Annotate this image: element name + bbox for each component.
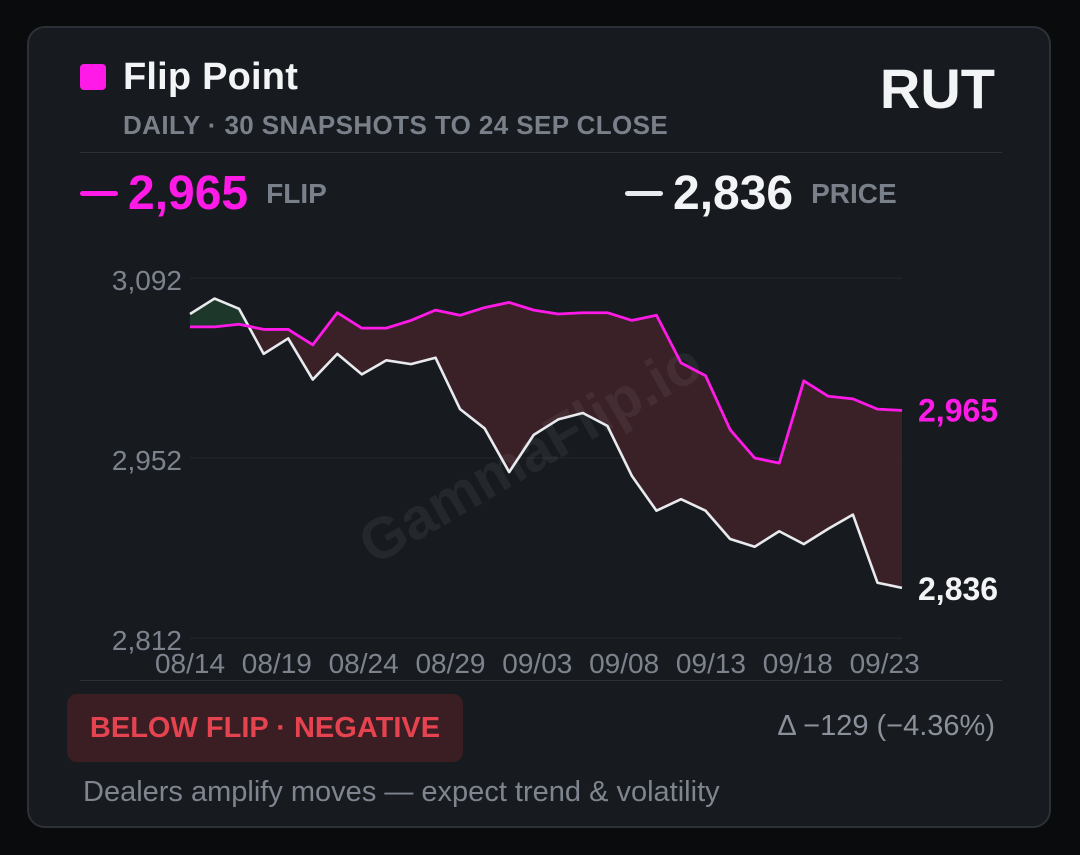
status-badge: BELOW FLIP · NEGATIVE	[67, 694, 463, 762]
x-tick-label: 08/29	[415, 648, 485, 679]
flip-dash	[80, 191, 118, 196]
price-series-line	[189, 297, 903, 590]
x-tick-label: 09/18	[763, 648, 833, 679]
fill-below-flip	[248, 302, 902, 588]
x-tick-label: 09/08	[589, 648, 659, 679]
price-value: 2,836	[673, 167, 794, 220]
price-stat: 2,836 PRICE	[625, 166, 897, 221]
flip-value: 2,965	[128, 167, 249, 220]
flip-label: FLIP	[266, 177, 327, 209]
x-tick-label: 09/13	[676, 648, 746, 679]
y-tick-label: 2,952	[112, 445, 182, 476]
x-tick-label: 08/14	[155, 648, 225, 679]
x-tick-label: 09/03	[502, 648, 572, 679]
x-tick-label: 09/23	[850, 648, 920, 679]
price-end-label: 2,836	[918, 571, 998, 607]
card-title: Flip Point	[123, 56, 299, 98]
y-tick-label: 3,092	[112, 265, 182, 296]
x-tick-label: 08/19	[242, 648, 312, 679]
price-dash	[625, 191, 663, 196]
flip-stat: 2,965 FLIP	[80, 166, 327, 221]
delta-readout: Δ −129 (−4.36%)	[777, 710, 995, 742]
footer-note: Dealers amplify moves — expect trend & v…	[83, 776, 720, 808]
header-divider	[80, 152, 1002, 153]
flip-legend-swatch	[80, 64, 106, 90]
ticker-symbol: RUT	[879, 57, 995, 120]
price-label: PRICE	[811, 177, 897, 209]
card-subtitle: DAILY · 30 SNAPSHOTS TO 24 SEP CLOSE	[123, 110, 669, 140]
flip-end-label: 2,965	[918, 392, 998, 428]
footer-divider	[80, 680, 1002, 681]
x-tick-label: 08/24	[329, 648, 399, 679]
flip-series-line	[190, 301, 903, 465]
y-tick-label: 2,812	[112, 625, 182, 656]
